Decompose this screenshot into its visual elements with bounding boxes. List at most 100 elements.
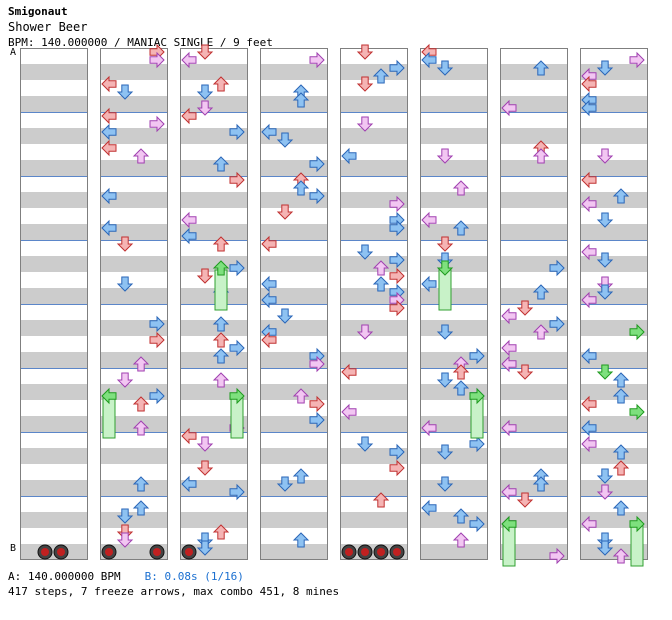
down-arrow — [596, 60, 614, 76]
beat-band — [180, 96, 248, 112]
down-arrow — [276, 204, 294, 220]
up-arrow — [612, 372, 630, 388]
freeze-arrow-body — [502, 525, 516, 567]
up-arrow — [532, 284, 550, 300]
beat-band — [100, 64, 168, 80]
beat-band — [340, 128, 408, 144]
down-arrow — [196, 44, 214, 60]
up-arrow — [372, 276, 390, 292]
beat-band — [20, 64, 88, 80]
down-arrow — [276, 132, 294, 148]
beat-band — [260, 128, 328, 144]
left-arrow — [581, 419, 597, 437]
chart-column-4 — [260, 48, 328, 560]
left-arrow — [501, 483, 517, 501]
right-arrow — [469, 347, 485, 365]
left-arrow — [501, 355, 517, 373]
beat-band — [500, 384, 568, 400]
beat-band — [420, 288, 488, 304]
mine — [181, 544, 197, 560]
bpm-b-label: B: 0.08s (1/16) — [144, 570, 244, 583]
right-arrow — [309, 395, 325, 413]
down-arrow — [596, 364, 614, 380]
beat-band — [100, 96, 168, 112]
beat-band — [580, 384, 648, 400]
chart-column-8 — [580, 48, 648, 560]
up-arrow — [612, 388, 630, 404]
up-arrow — [132, 396, 150, 412]
column-border — [420, 48, 488, 560]
beat-band — [260, 512, 328, 528]
freeze-arrow-body — [230, 397, 244, 439]
beat-band — [260, 384, 328, 400]
left-arrow — [181, 211, 197, 229]
left-arrow — [181, 227, 197, 245]
beat-band — [420, 480, 488, 496]
right-arrow — [389, 443, 405, 461]
down-arrow — [596, 148, 614, 164]
freeze-arrow-head — [229, 387, 245, 405]
freeze-arrow-head — [629, 515, 645, 533]
right-arrow — [309, 355, 325, 373]
beat-band — [100, 192, 168, 208]
beat-band — [100, 416, 168, 432]
right-arrow — [149, 115, 165, 133]
up-arrow — [612, 188, 630, 204]
right-arrow — [389, 299, 405, 317]
beat-band — [180, 448, 248, 464]
up-arrow — [452, 364, 470, 380]
beat-band — [100, 288, 168, 304]
down-arrow — [196, 540, 214, 556]
mine-core — [377, 548, 385, 556]
left-arrow — [581, 171, 597, 189]
beat-band — [420, 96, 488, 112]
left-arrow — [581, 347, 597, 365]
left-arrow — [581, 515, 597, 533]
down-arrow — [356, 244, 374, 260]
beat-band — [420, 544, 488, 560]
left-arrow — [341, 403, 357, 421]
beat-band — [580, 224, 648, 240]
beat-band — [20, 320, 88, 336]
right-arrow — [309, 187, 325, 205]
beat-band — [500, 288, 568, 304]
left-arrow — [341, 363, 357, 381]
column-border — [580, 48, 648, 560]
left-arrow — [581, 99, 597, 117]
beat-band — [20, 448, 88, 464]
right-arrow — [229, 259, 245, 277]
down-arrow — [596, 252, 614, 268]
beat-band — [100, 352, 168, 368]
left-arrow — [181, 427, 197, 445]
mine-core — [393, 548, 401, 556]
beat-band — [420, 64, 488, 80]
beat-band — [260, 224, 328, 240]
mine — [53, 544, 69, 560]
up-arrow — [132, 500, 150, 516]
right-arrow — [389, 251, 405, 269]
mine-core — [57, 548, 65, 556]
right-arrow — [149, 51, 165, 69]
down-arrow — [436, 236, 454, 252]
down-arrow — [516, 364, 534, 380]
up-arrow — [372, 492, 390, 508]
up-arrow — [532, 148, 550, 164]
mine-core — [105, 548, 113, 556]
down-arrow — [196, 436, 214, 452]
down-arrow — [436, 444, 454, 460]
up-arrow — [212, 156, 230, 172]
left-arrow — [101, 107, 117, 125]
mine-core — [361, 548, 369, 556]
column-border — [180, 48, 248, 560]
up-arrow — [132, 420, 150, 436]
beat-band — [340, 512, 408, 528]
up-arrow — [212, 524, 230, 540]
beat-band — [420, 256, 488, 272]
freeze-arrow-head — [101, 387, 117, 405]
up-arrow — [292, 180, 310, 196]
freeze-arrow-body — [438, 269, 452, 311]
left-arrow — [501, 419, 517, 437]
beat-band — [20, 160, 88, 176]
beat-band — [340, 96, 408, 112]
